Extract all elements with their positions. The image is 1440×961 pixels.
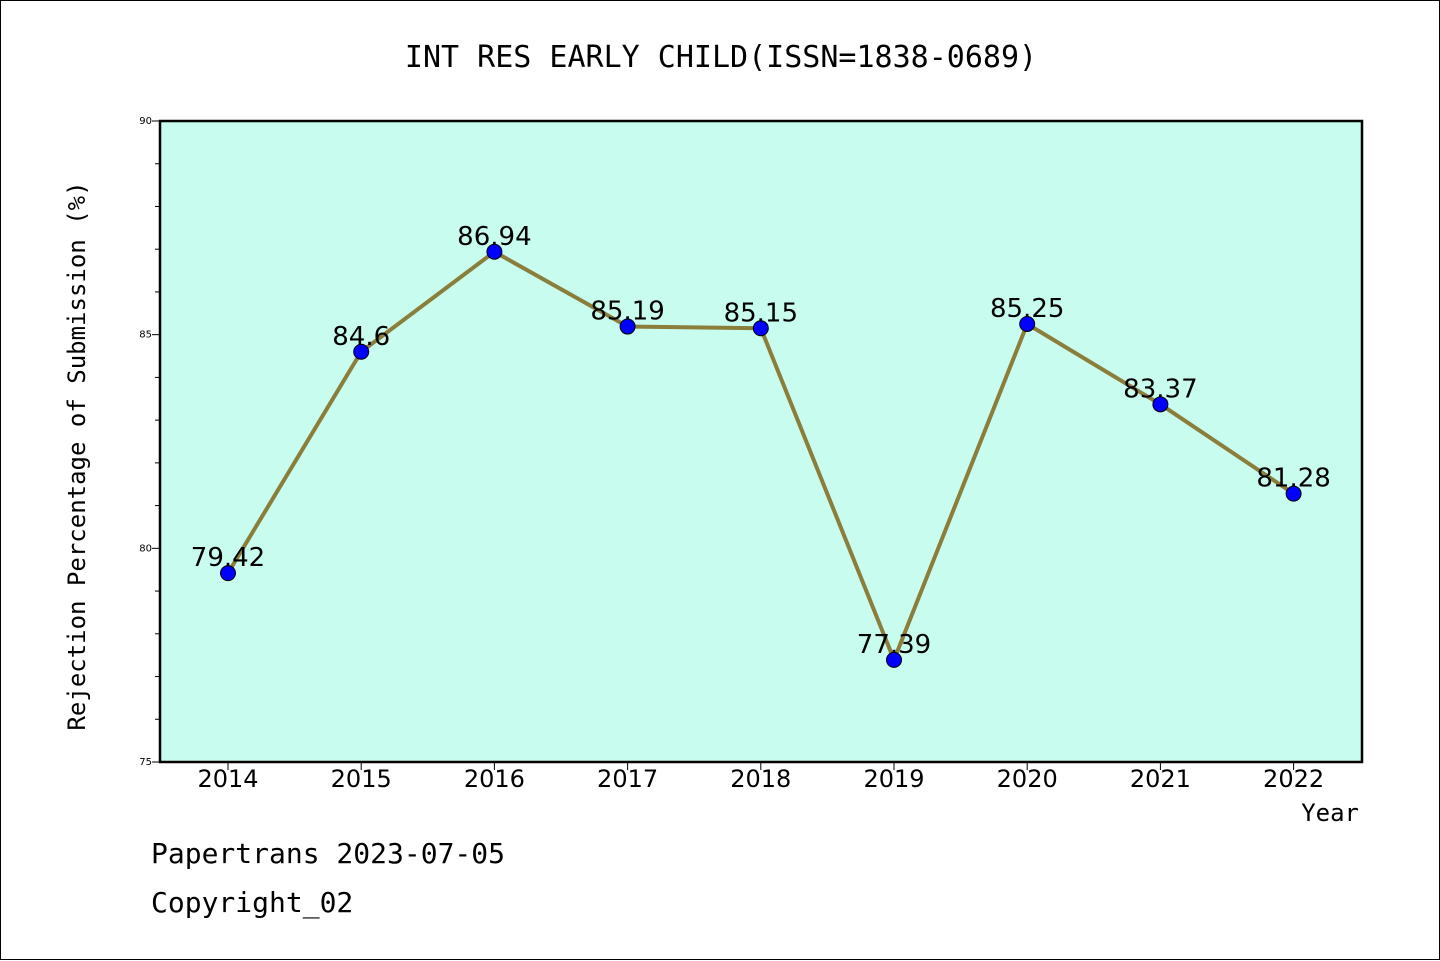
y-tick-label: 80 <box>139 543 152 554</box>
plot-area <box>158 119 1364 764</box>
x-tick-label: 2017 <box>597 765 658 793</box>
x-tick-label: 2021 <box>1130 765 1191 793</box>
y-axis-label: Rejection Percentage of Submission (%) <box>63 181 91 730</box>
data-label: 85.15 <box>724 298 798 328</box>
x-tick-label: 2016 <box>464 765 525 793</box>
x-axis: 2014 2015 2016 2017 2018 2019 2020 2021 2022 <box>197 762 1324 793</box>
data-point <box>486 243 503 260</box>
y-axis: 75 80 85 90 <box>139 116 160 768</box>
x-axis-label: Year <box>1301 799 1359 827</box>
data-point <box>353 343 370 360</box>
data-point <box>886 651 902 668</box>
data-label: 85.25 <box>990 294 1064 324</box>
data-point <box>1152 396 1169 413</box>
x-tick-label: 2020 <box>997 765 1058 793</box>
data-label: 84.6 <box>332 322 390 352</box>
data-point <box>220 565 236 582</box>
data-point <box>1285 485 1302 502</box>
data-label: 86.94 <box>457 222 531 252</box>
data-label: 79.42 <box>191 543 265 573</box>
y-tick-label: 85 <box>139 330 152 341</box>
data-label: 85.19 <box>590 297 664 327</box>
x-tick-label: 2018 <box>730 765 791 793</box>
data-point <box>752 320 769 337</box>
footer-copyright-label: Copyright_02 <box>151 886 354 919</box>
data-label: 77.39 <box>857 630 931 660</box>
footer-date-label: Papertrans 2023-07-05 <box>151 837 506 870</box>
x-tick-label: 2019 <box>863 765 924 793</box>
y-tick-label: 90 <box>139 116 152 127</box>
data-point <box>619 318 636 335</box>
x-tick-label: 2022 <box>1263 765 1324 793</box>
data-label: 83.37 <box>1123 374 1197 404</box>
data-point <box>1019 315 1036 332</box>
data-label: 81.28 <box>1256 464 1330 494</box>
chart-title: INT RES EARLY CHILD(ISSN=1838-0689) <box>405 40 1037 75</box>
x-tick-label: 2015 <box>331 765 392 793</box>
data-series: 79.42 84.6 86.94 85.19 85.15 77.39 85.25 83.37 8… <box>191 222 1331 668</box>
x-tick-label: 2014 <box>197 765 258 793</box>
y-tick-label: 75 <box>139 757 152 768</box>
